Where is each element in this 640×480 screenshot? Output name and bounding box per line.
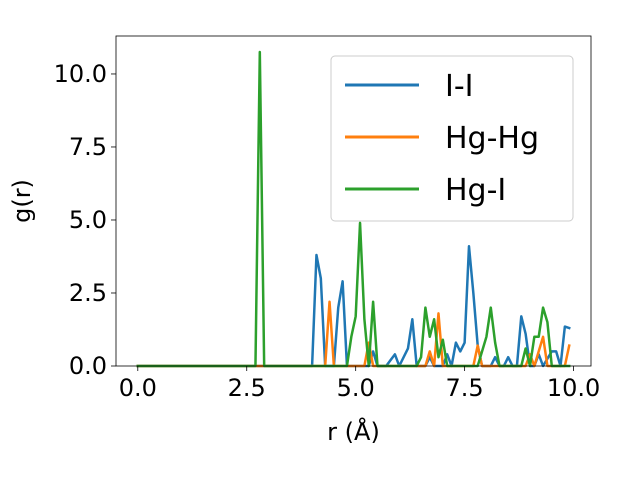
series-line-hg-i: [136, 50, 571, 368]
legend: I-I Hg-Hg Hg-I: [330, 55, 574, 222]
legend-label: Hg-I: [445, 173, 506, 208]
y-tick-label: 5.0: [69, 206, 107, 234]
x-axis: 0.0 2.5 5.0 7.5 10.0: [119, 366, 600, 402]
legend-label: Hg-Hg: [445, 121, 539, 156]
y-axis: 0.0 2.5 5.0 7.5 10.0: [54, 60, 116, 380]
series-line-hg-hg: [136, 300, 571, 368]
legend-label: I-I: [445, 69, 474, 104]
x-tick-label: 10.0: [547, 374, 600, 402]
legend-box: [330, 55, 574, 222]
x-tick-label: 2.5: [228, 374, 266, 402]
x-axis-label: r (Å): [327, 417, 380, 446]
y-tick-label: 2.5: [69, 279, 107, 307]
y-axis-label: g(r): [8, 179, 36, 223]
axes-frame: [115, 35, 592, 367]
y-tick-label: 7.5: [69, 133, 107, 161]
x-tick-label: 7.5: [446, 374, 484, 402]
y-tick-label: 10.0: [54, 60, 107, 88]
y-tick-label: 0.0: [69, 352, 107, 380]
x-tick-label: 5.0: [337, 374, 375, 402]
x-tick-label: 0.0: [119, 374, 157, 402]
